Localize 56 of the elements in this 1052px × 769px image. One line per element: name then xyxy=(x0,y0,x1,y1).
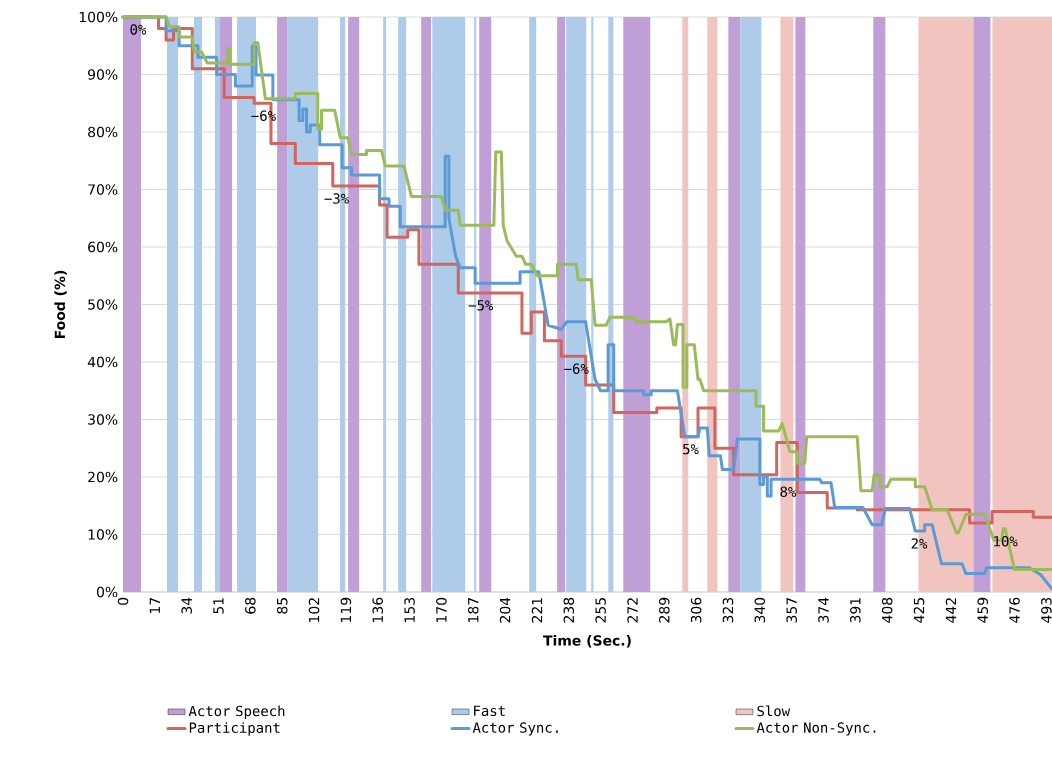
y-tick-label: 90% xyxy=(88,69,118,80)
x-tick-label: 323 xyxy=(722,597,734,623)
legend-label: Slow xyxy=(757,705,791,717)
x-tick-label: 272 xyxy=(627,598,638,623)
y-tick-label: 30% xyxy=(88,414,118,425)
annotation: −3% xyxy=(324,193,349,204)
y-tick-label: 100% xyxy=(79,11,118,23)
x-tick-label: 102 xyxy=(308,598,320,622)
x-tick-label: 0 xyxy=(117,597,129,605)
x-tick-label: 34 xyxy=(181,597,192,614)
x-tick-label: 221 xyxy=(531,598,543,623)
x-tick-label: 442 xyxy=(945,598,957,623)
x-tick-label: 85 xyxy=(276,598,288,614)
x-tick-label: 357 xyxy=(786,598,797,623)
x-tick-label: 493 xyxy=(1041,597,1052,623)
x-tick-label: 136 xyxy=(372,597,384,622)
x-tick-label: 289 xyxy=(659,597,670,623)
x-tick-label: 408 xyxy=(881,597,893,623)
y-tick-label: 60% xyxy=(88,241,118,253)
y-tick-label: 70% xyxy=(88,184,118,195)
x-tick-label: 170 xyxy=(436,597,447,622)
x-tick-label: 17 xyxy=(149,598,160,614)
y-tick-label: 50% xyxy=(88,299,118,310)
y-tick-label: 80% xyxy=(88,126,118,138)
legend-label: Actor Sync. xyxy=(472,722,558,736)
y-tick-label: 20% xyxy=(88,471,118,483)
y-tick-label: 0% xyxy=(96,586,118,598)
x-tick-label: 255 xyxy=(595,598,606,623)
legend-label: Actor Speech xyxy=(188,705,285,719)
y-tick-label: 10% xyxy=(88,529,118,540)
annotation: 8% xyxy=(780,486,797,498)
x-tick-label: 459 xyxy=(977,597,988,623)
x-tick-label: 374 xyxy=(818,597,829,623)
annotation: 2% xyxy=(911,538,928,549)
annotation: 0% xyxy=(130,24,147,35)
x-tick-label: 476 xyxy=(1009,597,1020,623)
x-tick-label: 340 xyxy=(754,597,766,623)
x-tick-label: 68 xyxy=(245,597,256,614)
legend-label: Participant xyxy=(189,722,280,736)
y-tick-label: 40% xyxy=(87,356,118,368)
x-axis-title: Time (Sec.) xyxy=(543,634,631,648)
annotation: 5% xyxy=(683,443,699,455)
x-tick-label: 153 xyxy=(404,597,415,622)
x-tick-label: 204 xyxy=(499,597,511,623)
x-tick-label: 238 xyxy=(563,597,575,623)
legend-label: Actor Non-Sync. xyxy=(756,722,876,736)
annotation: 10% xyxy=(994,535,1018,547)
annotation: −5% xyxy=(468,300,494,311)
x-tick-label: 119 xyxy=(340,597,352,622)
legend-label: Fast xyxy=(474,705,505,717)
x-tick-label: 187 xyxy=(467,598,479,622)
x-tick-label: 51 xyxy=(213,598,224,614)
x-tick-label: 306 xyxy=(690,597,702,623)
x-tick-label: 391 xyxy=(850,598,861,623)
y-axis-title: Food (%) xyxy=(54,270,67,339)
x-tick-label: 425 xyxy=(913,598,925,623)
